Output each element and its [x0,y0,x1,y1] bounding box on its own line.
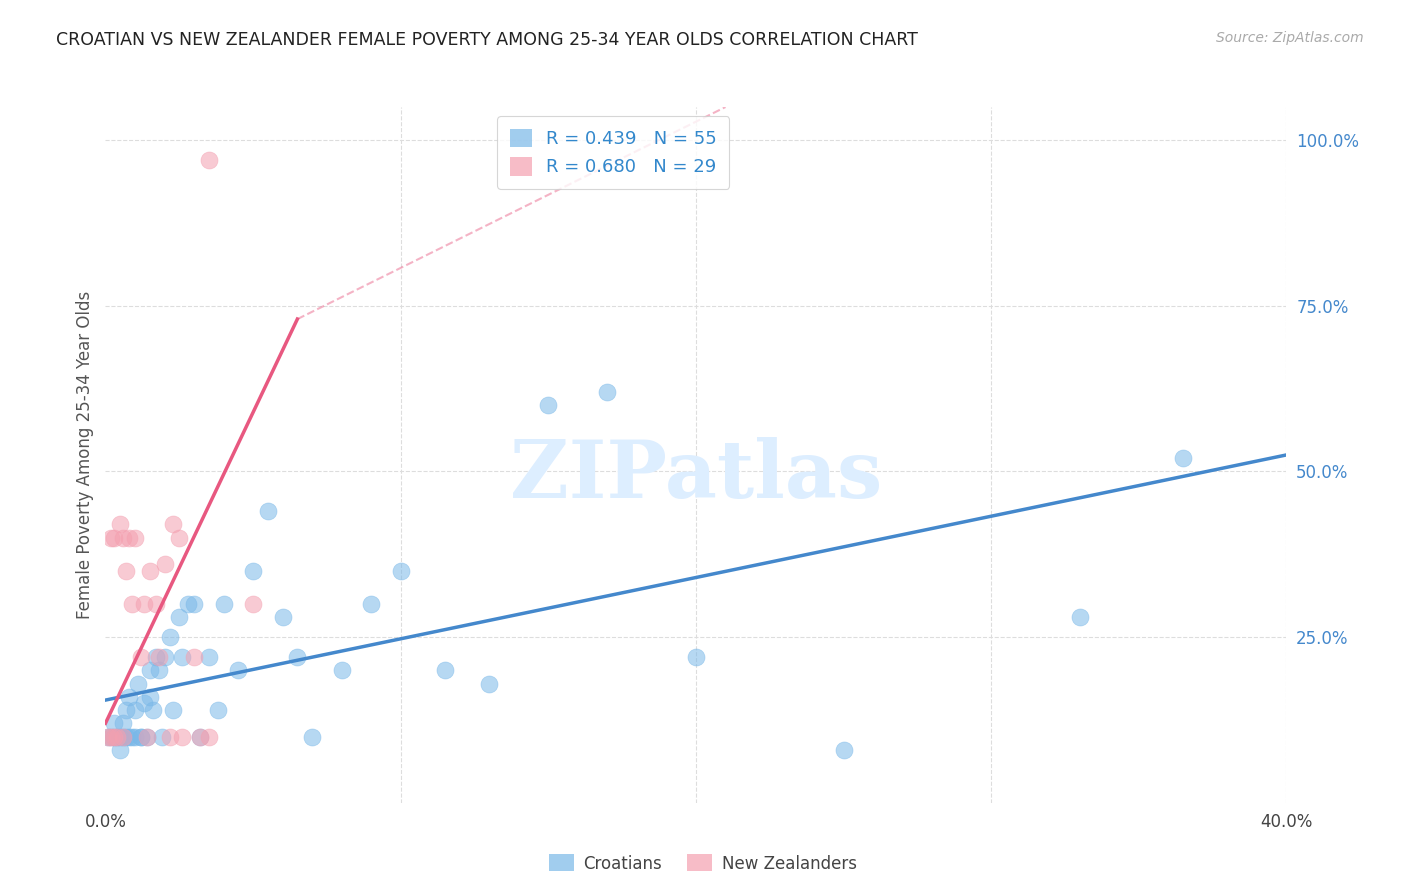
Point [537,398,560,412]
Point [183,597,205,611]
Point [207,703,229,717]
Point [832,743,855,757]
Point [188,730,211,744]
Point [118,531,141,545]
Point [159,630,181,644]
Point [132,597,155,611]
Point [145,597,167,611]
Point [118,690,141,704]
Point [169,531,191,545]
Point [135,730,157,744]
Point [105,730,128,744]
Point [97,730,120,744]
Point [110,517,132,532]
Point [121,730,143,744]
Point [478,676,501,690]
Point [115,564,138,578]
Point [103,531,125,545]
Point [183,650,205,665]
Point [153,558,176,572]
Point [287,650,309,665]
Point [110,730,132,744]
Point [177,597,200,611]
Text: CROATIAN VS NEW ZEALANDER FEMALE POVERTY AMONG 25-34 YEAR OLDS CORRELATION CHART: CROATIAN VS NEW ZEALANDER FEMALE POVERTY… [56,31,918,49]
Point [124,531,146,545]
Point [172,730,194,744]
Point [169,610,191,624]
Point [97,730,120,744]
Point [103,730,125,744]
Point [271,610,294,624]
Point [148,663,170,677]
Point [124,730,146,744]
Point [197,153,219,167]
Point [100,730,122,744]
Point [142,703,165,717]
Point [360,597,382,611]
Point [100,531,122,545]
Point [153,650,176,665]
Point [103,716,125,731]
Text: ZIPatlas: ZIPatlas [510,437,882,515]
Text: Source: ZipAtlas.com: Source: ZipAtlas.com [1216,31,1364,45]
Point [148,650,170,665]
Point [129,730,152,744]
Point [188,730,211,744]
Point [596,384,619,399]
Point [389,564,412,578]
Point [127,676,149,690]
Point [197,650,219,665]
Point [103,730,125,744]
Point [242,564,264,578]
Y-axis label: Female Poverty Among 25-34 Year Olds: Female Poverty Among 25-34 Year Olds [76,291,94,619]
Legend: Croatians, New Zealanders: Croatians, New Zealanders [541,847,865,880]
Point [135,730,157,744]
Point [242,597,264,611]
Point [685,650,707,665]
Point [434,663,457,677]
Point [197,730,219,744]
Point [121,597,143,611]
Point [138,564,162,578]
Point [159,730,181,744]
Point [145,650,167,665]
Point [112,730,135,744]
Point [132,697,155,711]
Point [115,703,138,717]
Point [212,597,235,611]
Point [138,690,162,704]
Point [150,730,173,744]
Point [112,531,135,545]
Point [226,663,250,677]
Point [112,730,135,744]
Point [105,730,128,744]
Point [112,716,135,731]
Point [138,663,162,677]
Point [1171,451,1194,466]
Point [162,517,184,532]
Point [256,504,278,518]
Point [330,663,353,677]
Point [115,730,138,744]
Point [162,703,184,717]
Point [110,743,132,757]
Point [129,730,152,744]
Point [124,703,146,717]
Legend: R = 0.439   N = 55, R = 0.680   N = 29: R = 0.439 N = 55, R = 0.680 N = 29 [498,116,730,189]
Point [100,730,122,744]
Point [118,730,141,744]
Point [1069,610,1091,624]
Point [301,730,323,744]
Point [172,650,194,665]
Point [129,650,152,665]
